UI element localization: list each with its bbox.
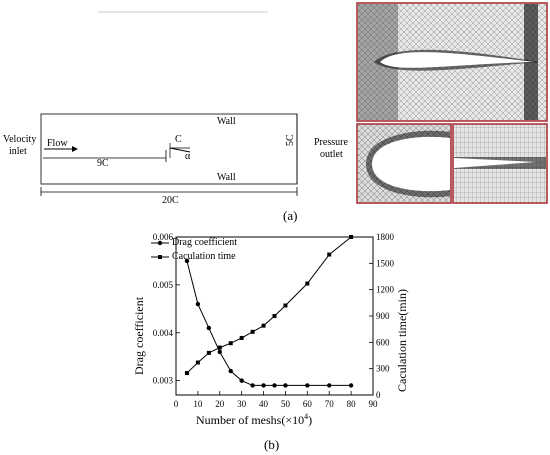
legend-entry-1-label: Drag coefficient bbox=[172, 237, 238, 248]
y-right-tick-label: 1200 bbox=[376, 285, 395, 295]
series-2-marker bbox=[206, 350, 211, 355]
series-2-marker bbox=[272, 314, 277, 318]
chart-legend bbox=[151, 240, 169, 259]
series-2-marker bbox=[250, 329, 255, 334]
y-left-tick-label: 0.003 bbox=[153, 376, 174, 386]
inlet-label-line1: Velocity bbox=[3, 134, 37, 145]
series-1-marker bbox=[327, 383, 332, 388]
series-1-marker bbox=[348, 383, 354, 388]
y-right-axis-label: Caculation time(min) bbox=[395, 289, 409, 392]
x-tick-label: 70 bbox=[325, 399, 335, 409]
series-2-marker bbox=[305, 281, 310, 286]
series-1-marker bbox=[195, 301, 201, 307]
flow-label: Flow bbox=[47, 138, 68, 149]
legend-entry-2-label: Caculation time bbox=[172, 251, 236, 262]
x-tick-label: 80 bbox=[347, 399, 357, 409]
domain-diagram-lines bbox=[40, 11, 298, 196]
mesh-image-trailing-airfoil bbox=[454, 158, 536, 168]
series-2-marker bbox=[228, 341, 233, 346]
chord-label: C bbox=[175, 134, 182, 145]
series-2-marker bbox=[261, 323, 266, 328]
x-tick-label: 40 bbox=[259, 399, 269, 409]
x-tick-label: 60 bbox=[303, 399, 313, 409]
outlet-label-line1: Pressure bbox=[314, 137, 348, 148]
series-1-marker bbox=[206, 325, 212, 331]
mesh-image-full-airfoil bbox=[356, 2, 548, 122]
inlet-label-line2: inlet bbox=[9, 146, 27, 157]
y-left-tick-label: 0.006 bbox=[153, 232, 174, 242]
y-right-tick-label: 0 bbox=[376, 390, 381, 400]
x-tick-label: 50 bbox=[281, 399, 291, 409]
outlet-label-line2: outlet bbox=[320, 149, 343, 160]
series-1-marker bbox=[305, 383, 310, 388]
y-right-tick-label: 1800 bbox=[376, 232, 395, 242]
y-left-axis-label: Drag coefficient bbox=[132, 296, 146, 375]
series-1-marker bbox=[217, 349, 222, 355]
x-tick-label: 10 bbox=[193, 399, 203, 409]
y-right-tick-label: 900 bbox=[376, 311, 390, 321]
legend-marker-1 bbox=[157, 240, 163, 246]
y-left-tick-label: 0.005 bbox=[153, 280, 174, 290]
mesh-image-leading-airfoil bbox=[372, 136, 450, 192]
series-1-marker bbox=[228, 368, 233, 374]
y-right-tick-label: 300 bbox=[376, 364, 390, 374]
wall-bottom-label: Wall bbox=[217, 172, 236, 183]
series-1-marker bbox=[261, 383, 266, 388]
flow-arrow-head bbox=[72, 146, 78, 152]
y-right-tick-label: 600 bbox=[376, 337, 390, 347]
series-2-marker bbox=[195, 360, 200, 365]
mesh-image-leading-edge bbox=[356, 123, 452, 204]
series-2-marker bbox=[184, 371, 189, 376]
series-2-marker bbox=[327, 252, 332, 257]
series-2-marker bbox=[217, 345, 222, 350]
series-2-marker bbox=[349, 235, 354, 239]
y-right-tick-label: 1500 bbox=[376, 258, 395, 268]
series-1-marker bbox=[283, 383, 288, 388]
chart-ticks: 0 10 20 30 40 50 60 70 80 90 0.003 0.004 0.005 0.006 0… bbox=[153, 232, 395, 409]
series-1-marker bbox=[239, 378, 244, 383]
legend-marker-2 bbox=[158, 255, 162, 259]
x-axis-label-close: ) bbox=[308, 413, 313, 427]
mesh-images-svg bbox=[356, 2, 548, 204]
series-line-1 bbox=[186, 260, 352, 386]
series-1-marker bbox=[272, 383, 277, 388]
angle-label: α bbox=[185, 151, 191, 162]
mesh-image-full-airfoil-shape bbox=[380, 52, 534, 68]
panel-b-label: (b) bbox=[264, 437, 280, 452]
series-2-marker bbox=[239, 335, 244, 340]
chart-series bbox=[184, 235, 354, 388]
x-axis-label-text: Number of meshs(×10 bbox=[196, 413, 305, 427]
mesh-image-trailing-edge bbox=[452, 123, 548, 204]
x-axis-label-exponent: 4 bbox=[304, 412, 309, 421]
dim-20c-label: 20C bbox=[162, 195, 179, 206]
panel-a-label: (a) bbox=[283, 208, 298, 223]
x-tick-label: 90 bbox=[369, 399, 379, 409]
wall-top-label: Wall bbox=[217, 116, 236, 127]
series-1-marker bbox=[250, 383, 255, 388]
airfoil-chord bbox=[169, 147, 191, 153]
series-1-marker bbox=[184, 258, 190, 264]
x-tick-label: 0 bbox=[174, 399, 179, 409]
x-axis-label: Number of meshs(×104) bbox=[196, 412, 312, 428]
x-tick-label: 20 bbox=[215, 399, 225, 409]
x-tick-label: 30 bbox=[237, 399, 247, 409]
dim-9c-label: 9C bbox=[97, 158, 109, 169]
y-left-tick-label: 0.004 bbox=[153, 328, 174, 338]
series-2-marker bbox=[283, 303, 288, 308]
